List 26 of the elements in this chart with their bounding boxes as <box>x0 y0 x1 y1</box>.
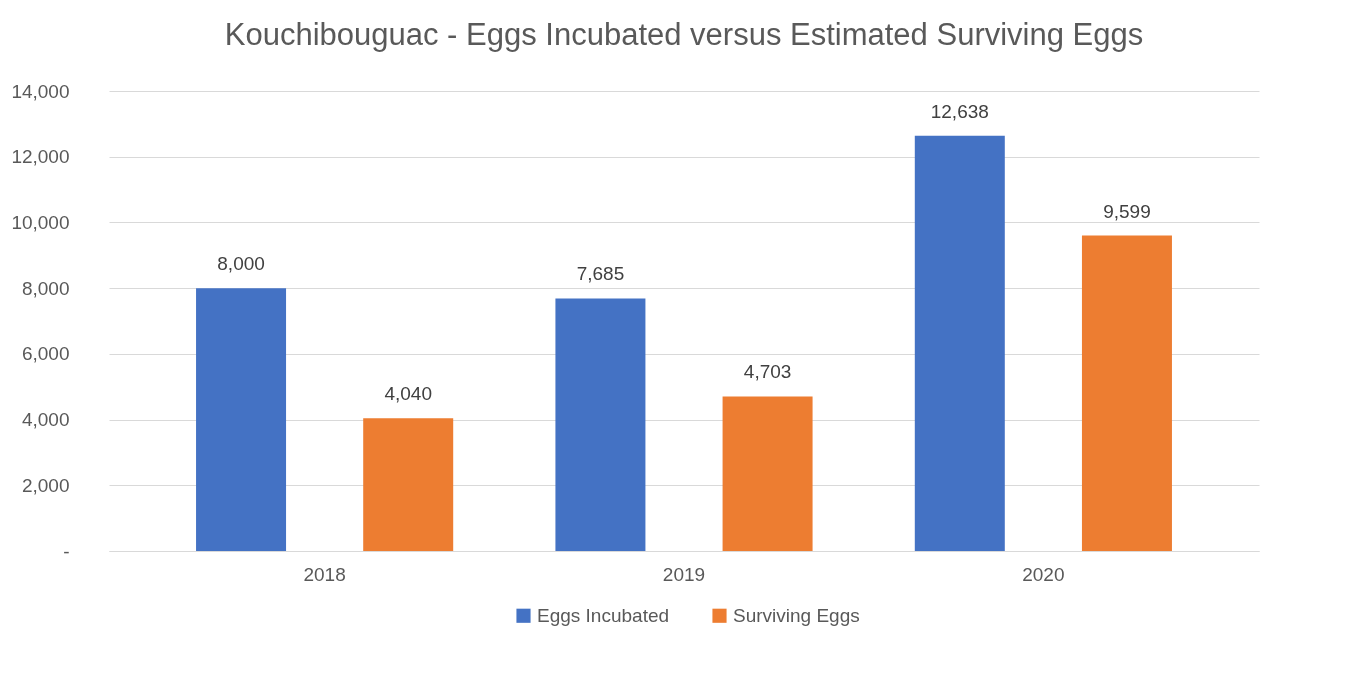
x-tick-label: 2018 <box>303 563 346 585</box>
data-label: 12,638 <box>930 100 989 122</box>
y-tick-label: 2,000 <box>21 474 70 496</box>
legend-label: Eggs Incubated <box>537 604 670 626</box>
bar <box>555 298 646 551</box>
y-tick-label: 6,000 <box>21 343 70 365</box>
bar <box>722 396 813 551</box>
x-tick-label: 2019 <box>662 563 706 585</box>
data-label: 4,040 <box>384 383 432 405</box>
data-label: 7,685 <box>576 263 625 285</box>
bar <box>363 418 454 551</box>
bar <box>1081 235 1172 551</box>
data-label: 8,000 <box>217 253 265 275</box>
y-tick-label: 10,000 <box>11 211 70 233</box>
y-tick-label: 12,000 <box>11 146 70 168</box>
data-label: 4,703 <box>743 361 792 383</box>
legend-label: Surviving Eggs <box>733 604 860 626</box>
chart-title: Kouchibouguac - Eggs Incubated versus Estimated Surviving Eggs <box>224 17 1144 52</box>
y-tick-label: 4,000 <box>21 409 70 431</box>
y-tick-label: - <box>63 540 70 562</box>
y-tick-label: 8,000 <box>21 277 70 299</box>
bar <box>196 288 287 551</box>
y-tick-label: 14,000 <box>11 80 70 102</box>
bar <box>914 135 1005 551</box>
data-label: 9,599 <box>1103 200 1151 222</box>
x-tick-label: 2020 <box>1022 563 1065 585</box>
